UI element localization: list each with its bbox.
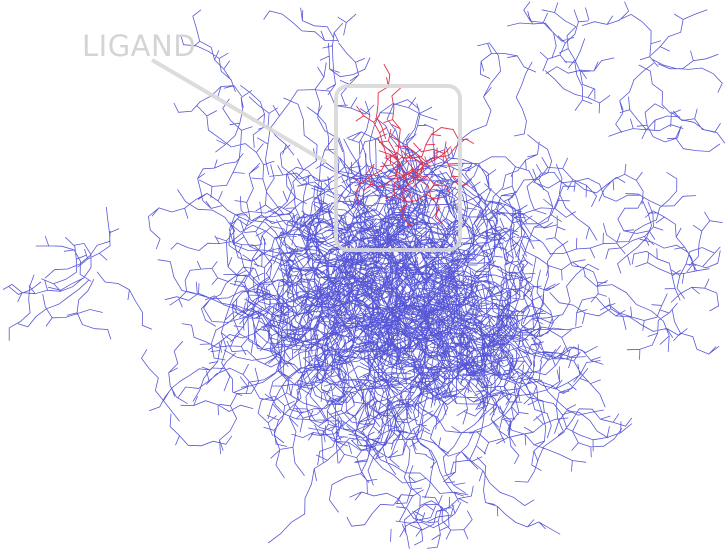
page: LIGAND (() => { const data = JSON.parse(…	[0, 0, 728, 551]
molecule-view: LIGAND	[0, 0, 728, 551]
protein-wireframe	[3, 2, 725, 549]
ligand-label: LIGAND	[82, 29, 196, 63]
